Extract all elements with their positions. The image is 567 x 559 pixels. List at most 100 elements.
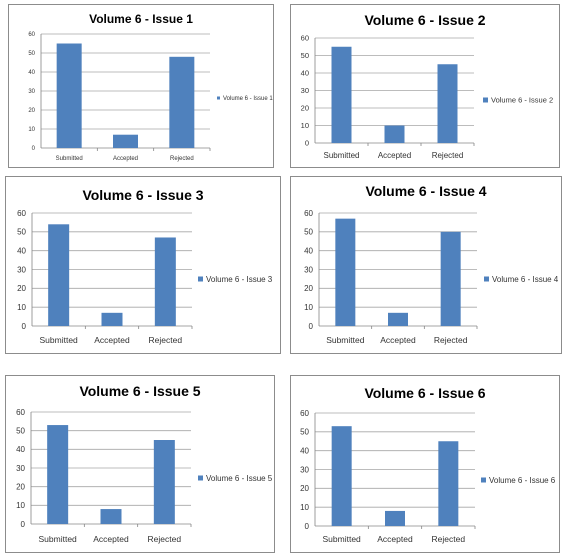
- legend-swatch: [484, 276, 489, 282]
- y-tick-label: 60: [300, 409, 309, 418]
- y-tick-label: 40: [304, 246, 313, 255]
- y-tick-label: 30: [300, 465, 309, 474]
- bar-chart: Volume 6 - Issue 4 0 10 20 30 40 50 60 Submitted…: [304, 183, 559, 345]
- y-tick-label: 10: [301, 121, 309, 130]
- bar-rejected: [440, 231, 461, 326]
- bar-chart: Volume 6 - Issue 2 0 10 20 30 40 50 60 Submitted…: [301, 12, 553, 160]
- bar-chart: Volume 6 - Issue 3 0 10 20 30 40 50 60 Submitted…: [17, 187, 273, 345]
- x-tick-label: Submitted: [323, 151, 359, 160]
- legend-label: Volume 6 - Issue 3: [206, 275, 273, 284]
- y-tick-label: 40: [300, 446, 309, 455]
- legend-label: Volume 6 - Issue 6: [489, 476, 556, 485]
- bar-accepted: [385, 510, 405, 526]
- chart-panel-issue-2: Volume 6 - Issue 2 0 10 20 30 40 50 60 Submitted…: [290, 4, 560, 168]
- y-tick-label: 30: [304, 265, 313, 274]
- x-tick-label: Rejected: [170, 156, 194, 162]
- bar-accepted: [113, 134, 138, 148]
- legend-swatch: [217, 96, 220, 100]
- x-tick-label: Accepted: [378, 151, 411, 160]
- bar-rejected: [169, 56, 195, 148]
- legend-swatch: [198, 475, 203, 481]
- legend-swatch: [483, 97, 488, 103]
- y-tick-label: 50: [300, 428, 309, 437]
- x-tick-label: Accepted: [93, 534, 129, 544]
- x-tick-label: Accepted: [94, 335, 130, 345]
- legend-swatch: [198, 276, 203, 282]
- y-tick-label: 30: [28, 89, 35, 95]
- legend-label: Volume 6 - Issue 5: [206, 474, 273, 483]
- bar-submitted: [331, 426, 352, 526]
- y-tick-label: 30: [17, 265, 26, 274]
- y-tick-label: 50: [16, 426, 25, 435]
- bar-chart: Volume 6 - Issue 1 0 10 20 30 40 50 60 Submitted…: [28, 12, 273, 162]
- bar-chart: Volume 6 - Issue 5 0 10 20 30 40 50 60 Submitted…: [16, 383, 273, 544]
- x-tick-label: Rejected: [148, 534, 182, 544]
- x-tick-label: Rejected: [432, 151, 464, 160]
- chart-title: Volume 6 - Issue 1: [89, 12, 193, 26]
- bar-rejected: [153, 440, 175, 524]
- y-tick-label: 10: [28, 127, 35, 133]
- y-tick-label: 60: [28, 32, 35, 38]
- x-tick-label: Rejected: [432, 534, 466, 544]
- y-tick-label: 10: [17, 303, 26, 312]
- bar-accepted: [384, 125, 405, 143]
- y-tick-label: 10: [304, 303, 313, 312]
- legend-label: Volume 6 - Issue 4: [492, 275, 559, 284]
- chart-panel-issue-6: Volume 6 - Issue 6 0 10 20 30 40 50 60 Submitted…: [290, 375, 560, 553]
- y-tick-label: 50: [301, 51, 309, 60]
- bar-chart: Volume 6 - Issue 6 0 10 20 30 40 50 60 Submitted…: [300, 385, 556, 544]
- y-tick-label: 50: [17, 228, 26, 237]
- legend-label: Volume 6 - Issue 1: [223, 96, 273, 102]
- x-tick-label: Submitted: [40, 335, 79, 345]
- y-tick-label: 0: [32, 146, 36, 152]
- x-tick-label: Accepted: [380, 335, 416, 345]
- y-tick-label: 60: [304, 209, 313, 218]
- y-tick-label: 0: [22, 322, 27, 331]
- x-tick-label: Accepted: [113, 156, 138, 162]
- y-tick-label: 0: [305, 139, 309, 148]
- bar-accepted: [100, 509, 122, 524]
- y-tick-label: 20: [16, 482, 25, 491]
- bar-accepted: [101, 312, 123, 326]
- x-tick-label: Rejected: [149, 335, 183, 345]
- chart-panel-issue-5: Volume 6 - Issue 5 0 10 20 30 40 50 60 Submitted…: [5, 375, 275, 553]
- y-tick-label: 40: [16, 445, 25, 454]
- y-tick-label: 60: [16, 408, 25, 417]
- legend-swatch: [481, 477, 486, 483]
- chart-panel-issue-3: Volume 6 - Issue 3 0 10 20 30 40 50 60 Submitted…: [5, 176, 281, 354]
- chart-panel-issue-4: Volume 6 - Issue 4 0 10 20 30 40 50 60 Submitted…: [290, 176, 562, 354]
- x-tick-label: Submitted: [56, 156, 83, 162]
- legend-label: Volume 6 - Issue 2: [491, 96, 553, 105]
- bar-submitted: [48, 224, 70, 326]
- y-tick-label: 40: [301, 69, 309, 78]
- y-tick-label: 60: [301, 34, 309, 43]
- y-tick-label: 40: [17, 246, 26, 255]
- y-tick-label: 10: [300, 503, 309, 512]
- y-tick-label: 20: [304, 284, 313, 293]
- bar-submitted: [335, 218, 356, 326]
- x-tick-label: Accepted: [377, 534, 413, 544]
- y-tick-label: 50: [28, 51, 35, 57]
- y-tick-label: 20: [28, 108, 35, 114]
- x-tick-label: Submitted: [326, 335, 365, 345]
- y-tick-label: 0: [305, 522, 310, 531]
- chart-title: Volume 6 - Issue 2: [364, 12, 485, 28]
- y-tick-label: 0: [309, 322, 314, 331]
- y-tick-label: 40: [28, 70, 35, 76]
- chart-title: Volume 6 - Issue 4: [365, 183, 486, 199]
- y-tick-label: 20: [17, 284, 26, 293]
- bar-rejected: [154, 237, 176, 326]
- bar-submitted: [331, 46, 352, 143]
- x-tick-label: Submitted: [323, 534, 362, 544]
- y-tick-label: 30: [16, 464, 25, 473]
- x-tick-label: Submitted: [39, 534, 78, 544]
- bar-submitted: [56, 43, 82, 148]
- y-tick-label: 10: [16, 501, 25, 510]
- bar-accepted: [388, 312, 408, 326]
- x-tick-label: Rejected: [434, 335, 468, 345]
- bar-submitted: [47, 425, 69, 524]
- chart-title: Volume 6 - Issue 3: [82, 187, 203, 203]
- y-tick-label: 30: [301, 86, 309, 95]
- y-tick-label: 50: [304, 228, 313, 237]
- bar-rejected: [437, 64, 458, 143]
